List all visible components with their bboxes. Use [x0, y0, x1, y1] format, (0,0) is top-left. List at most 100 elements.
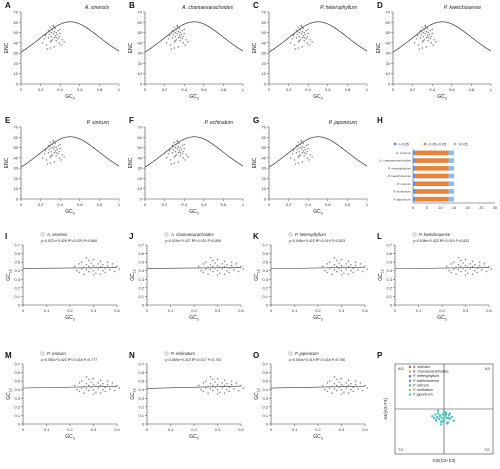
enc-point — [177, 30, 180, 33]
enc-point — [431, 32, 434, 35]
neutrality-point — [326, 390, 329, 393]
y-tick-label: 60 — [262, 20, 267, 25]
bar-segment — [415, 158, 449, 163]
neutrality-point — [197, 384, 200, 387]
neutrality-point — [226, 263, 228, 266]
enc-point — [305, 152, 308, 155]
enc-point — [46, 48, 49, 50]
x-tick-label: 0 — [144, 87, 147, 92]
y-tick-label: 0 — [140, 82, 143, 87]
enc-point — [308, 159, 310, 161]
y-tick-label: 0.2 — [386, 285, 392, 290]
neutrality-point — [226, 382, 228, 385]
panel-letter: H — [377, 116, 383, 125]
enc-point — [179, 151, 182, 154]
enc-point — [182, 35, 185, 38]
neutrality-point — [352, 267, 355, 269]
x-tick-label: 0.3 — [339, 427, 345, 432]
x-tick-label: 0 — [394, 308, 397, 313]
neutrality-point — [452, 261, 455, 263]
x-tick-label: 0.8 — [221, 87, 227, 92]
panel-letter: C — [253, 1, 259, 10]
x-axis-label: GC3 — [313, 94, 323, 101]
enc-point — [178, 149, 181, 152]
y-tick-label: 0.4 — [138, 268, 144, 273]
enc-point — [431, 28, 434, 31]
x-tick-label: 0.2 — [286, 87, 292, 92]
enc-point — [48, 148, 51, 151]
neutrality-point — [113, 270, 116, 273]
y-tick-label: 50 — [386, 30, 391, 35]
panel-letter: F — [129, 116, 134, 125]
enc-point — [56, 148, 59, 151]
neutrality-point — [88, 378, 90, 381]
neutrality-point — [455, 273, 457, 275]
x-tick-label: 0.4 — [486, 308, 492, 313]
neutrality-point — [445, 265, 448, 268]
enc-point — [418, 48, 421, 50]
neutrality-point — [333, 388, 336, 390]
enc-point — [60, 159, 62, 161]
enc-point — [297, 41, 300, 43]
neutrality-point — [209, 269, 212, 271]
neutrality-point — [202, 382, 205, 384]
y-tick-label: 0.5 — [262, 260, 268, 265]
enc-point — [55, 151, 58, 154]
enc-point — [306, 157, 309, 159]
y-tick-label: 0 — [142, 422, 145, 427]
neutrality-point — [106, 380, 109, 382]
panel-letter: L — [377, 232, 382, 241]
neutrality-point — [357, 269, 359, 271]
neutrality-point — [80, 380, 83, 382]
neutrality-point — [216, 383, 219, 386]
x-tick-label: 0 — [146, 308, 149, 313]
neutrality-point — [476, 267, 479, 269]
enc-point — [170, 48, 173, 50]
x-axis-label: GC3 — [65, 434, 75, 441]
enc-point — [49, 47, 52, 49]
pr2-point — [441, 413, 445, 416]
x-axis-label-sub: 3 — [445, 97, 447, 101]
regression-equation: y=0.046x+0.423 R²=0.019 P=0.823 — [289, 239, 345, 243]
enc-point — [300, 147, 303, 150]
pr2-point — [450, 415, 454, 419]
neutrality-point — [347, 379, 350, 382]
y-tick-label: 40 — [138, 155, 143, 160]
neutrality-point — [326, 263, 329, 265]
y-tick-label: 0.5 — [138, 260, 144, 265]
enc-point — [178, 34, 181, 37]
enc-point — [424, 32, 427, 35]
x-tick-label: 0.6 — [77, 87, 83, 92]
pr2-point — [447, 414, 451, 417]
enc-point — [45, 44, 48, 46]
x-tick-label: 0.6 — [325, 202, 331, 207]
enc-point — [305, 29, 308, 32]
neutrality-point — [111, 385, 114, 388]
enc-point — [57, 152, 60, 155]
y-tick-label: 40 — [262, 40, 267, 45]
x-tick-label: 0.4 — [57, 202, 63, 207]
enc-point — [307, 147, 310, 150]
enc-point — [294, 31, 297, 34]
enc-point — [303, 36, 306, 39]
y-tick-label: 70 — [14, 10, 19, 15]
legend-marker — [393, 142, 397, 146]
y-tick-label: 0.2 — [262, 285, 268, 290]
expected-enc-curve — [20, 136, 120, 168]
x-tick-label: 0.1 — [416, 308, 422, 313]
enc-point — [174, 146, 177, 149]
neutrality-point — [88, 270, 90, 273]
enc-point — [59, 147, 61, 150]
enc-point — [176, 139, 179, 142]
neutrality-point — [219, 385, 221, 388]
legend-marker — [453, 142, 457, 146]
y-axis-label: GC12 — [6, 388, 13, 399]
pr2-point — [452, 419, 455, 422]
neutrality-point — [83, 266, 85, 269]
neutrality-point — [85, 263, 88, 266]
enc-point — [300, 32, 303, 35]
enc-point — [182, 157, 185, 159]
neutrality-point — [85, 388, 88, 390]
enc-point — [417, 44, 420, 46]
x-tick-label: 0.2 — [191, 308, 197, 313]
